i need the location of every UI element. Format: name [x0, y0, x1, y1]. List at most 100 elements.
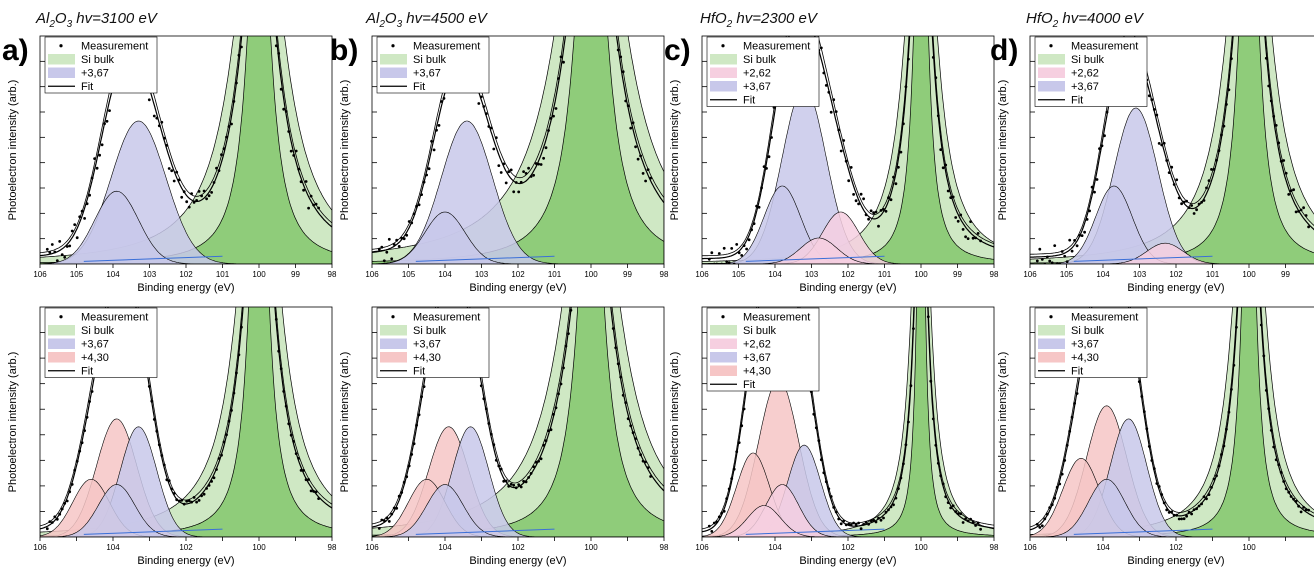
chart-b-top: 106 105 104 103 102 101 100 99 98 Binding energy …	[339, 35, 669, 294]
measurement-point	[624, 99, 628, 103]
measurement-point	[1220, 133, 1223, 137]
measurement-point	[1045, 255, 1049, 259]
measurement-point	[907, 57, 910, 61]
x-tick-label: 99	[953, 270, 962, 279]
legend-swatch	[48, 325, 75, 336]
measurement-point	[150, 399, 154, 403]
measurement-point	[707, 257, 711, 261]
measurement-point	[170, 487, 174, 491]
measurement-point	[757, 205, 761, 209]
measurement-point	[1172, 513, 1176, 517]
measurement-point	[1274, 124, 1278, 127]
measurement-point	[554, 107, 558, 110]
measurement-point	[941, 482, 945, 486]
measurement-point	[562, 366, 565, 370]
measurement-point	[165, 478, 169, 482]
measurement-point	[1205, 186, 1208, 190]
measurement-point	[170, 169, 174, 173]
measurement-point	[210, 480, 214, 483]
measurement-point	[284, 110, 288, 113]
measurement-point	[100, 143, 104, 147]
legend-label: +3,67	[743, 81, 771, 93]
measurement-point	[755, 204, 758, 208]
measurement-point	[1040, 524, 1044, 528]
measurement-point	[557, 77, 560, 80]
x-tick-label: 106	[695, 270, 709, 279]
measurement-point	[1142, 410, 1146, 414]
legend-label: +3,67	[1071, 81, 1099, 93]
measurement-point	[192, 201, 196, 204]
measurement-point	[68, 490, 72, 494]
measurement-point	[489, 126, 493, 130]
measurement-point	[936, 461, 940, 465]
x-tick-label: 101	[1206, 270, 1220, 279]
measurement-point	[832, 506, 836, 509]
x-tick-label: 106	[1023, 270, 1037, 279]
measurement-point	[307, 478, 310, 481]
measurement-point	[395, 506, 399, 510]
measurement-point	[639, 154, 642, 158]
measurement-point	[395, 238, 399, 242]
measurement-point	[629, 424, 633, 428]
measurement-point	[539, 163, 543, 166]
x-tick-label: 100	[1242, 270, 1256, 279]
x-tick-label: 102	[841, 270, 855, 279]
measurement-point	[1222, 444, 1226, 448]
measurement-point	[1297, 504, 1300, 508]
measurement-point	[641, 172, 645, 175]
measurement-point	[727, 487, 731, 491]
measurement-point	[407, 220, 411, 223]
legend-swatch	[710, 325, 737, 336]
measurement-point	[292, 154, 296, 157]
measurement-point	[400, 236, 404, 240]
measurement-point	[646, 168, 650, 172]
measurement-point	[747, 238, 751, 242]
measurement-point	[569, 308, 573, 312]
plot-area: 106 105 104 103 102 101 100 99 98 Binding energy …	[339, 35, 669, 294]
column-title-d: HfO2 hv=4000 eV	[1026, 10, 1143, 30]
measurement-point	[55, 259, 59, 262]
measurement-point	[869, 209, 873, 213]
measurement-point	[864, 521, 868, 524]
measurement-point	[222, 440, 226, 444]
component-peak-3	[372, 484, 664, 537]
legend-swatch	[710, 54, 737, 65]
measurement-point	[877, 516, 880, 520]
measurement-point	[857, 521, 860, 525]
measurement-point	[160, 454, 164, 457]
measurement-point	[1259, 323, 1263, 327]
measurement-point	[182, 502, 186, 506]
legend-swatch	[710, 338, 737, 349]
measurement-point	[180, 195, 184, 199]
measurement-point	[567, 332, 570, 335]
measurement-point	[165, 144, 169, 147]
measurement-point	[770, 136, 773, 139]
measurement-point	[1068, 430, 1072, 433]
x-tick-label: 102	[1169, 270, 1183, 279]
measurement-point	[509, 168, 513, 172]
legend-label: Measurement	[413, 312, 480, 324]
x-tick-label: 105	[732, 270, 746, 279]
legend-measurement-marker	[59, 315, 63, 319]
plot-clip	[702, 307, 994, 537]
x-tick-label: 104	[106, 543, 120, 552]
measurement-point	[417, 413, 421, 417]
x-tick-label: 104	[438, 270, 452, 279]
measurement-point	[277, 349, 281, 353]
legend-measurement-marker	[1049, 44, 1053, 48]
measurement-point	[390, 257, 394, 261]
measurement-point	[1200, 200, 1203, 204]
measurement-point	[385, 250, 389, 254]
measurement-point	[412, 212, 416, 216]
legend-label: Measurement	[743, 41, 810, 53]
measurement-point	[1177, 517, 1181, 521]
measurement-point	[931, 56, 935, 59]
measurement-point	[859, 192, 863, 196]
measurement-point	[415, 423, 418, 427]
measurement-point	[549, 117, 553, 120]
measurement-point	[557, 392, 560, 396]
measurement-point	[80, 441, 84, 445]
measurement-point	[58, 512, 62, 516]
x-tick-label: 104	[1096, 270, 1110, 279]
